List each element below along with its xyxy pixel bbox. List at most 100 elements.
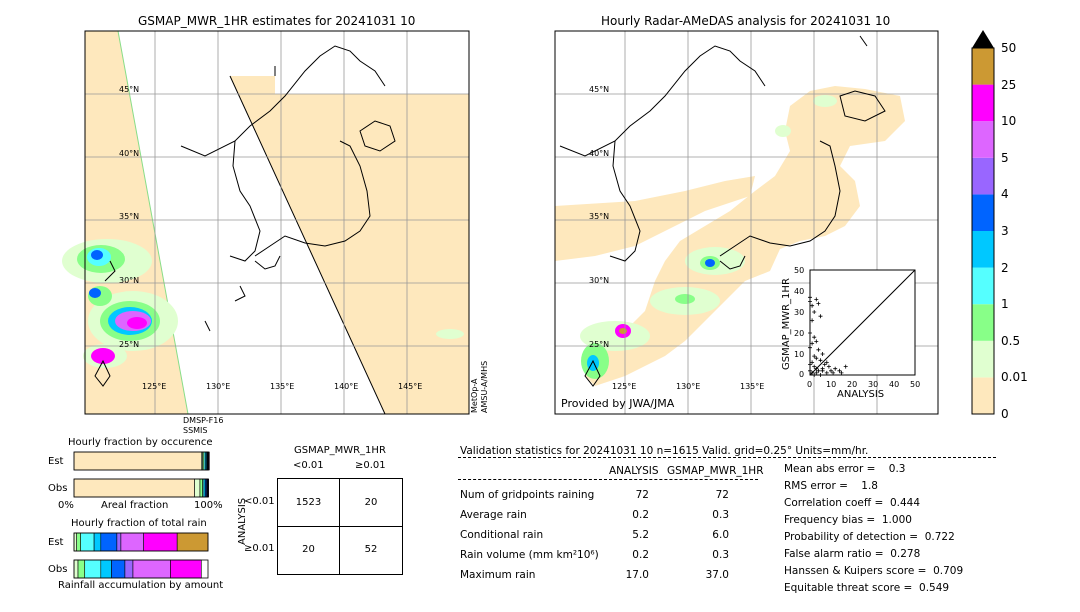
stacked-bar-segment bbox=[143, 532, 178, 552]
score-hk: Hanssen & Kuipers score = 0.709 bbox=[784, 565, 964, 577]
scatter-point bbox=[843, 364, 848, 369]
stats-row-gsmap: 6.0 bbox=[712, 529, 729, 541]
stacked-bar-segment bbox=[176, 532, 209, 552]
stats-row-label: Maximum rain bbox=[460, 569, 536, 581]
stats-header: Validation statistics for 20241031 10 n=… bbox=[460, 445, 869, 457]
left-lat-label-25: 25°N bbox=[119, 340, 140, 349]
colorbar-segment bbox=[972, 231, 994, 268]
scatter-point bbox=[816, 347, 821, 352]
colorbar-tick-label: 25 bbox=[1001, 77, 1017, 92]
stats-row-analysis: 5.2 bbox=[632, 529, 649, 541]
scatter-point bbox=[820, 352, 825, 356]
stats-row-gsmap: 37.0 bbox=[705, 569, 729, 581]
occurrence-bars bbox=[73, 451, 210, 498]
score-pod: Probability of detection = 0.722 bbox=[784, 531, 955, 543]
right-lat-label-35: 35°N bbox=[589, 212, 610, 221]
scatter-point bbox=[812, 364, 817, 369]
scatter-point bbox=[814, 366, 819, 371]
stats-row-label: Rain volume (mm km²10⁶) bbox=[460, 549, 599, 561]
stats-row-label: Num of gridpoints raining bbox=[460, 489, 595, 501]
scatter-ytick-50: 50 bbox=[794, 266, 805, 275]
contingency-row-ge: ≥0.01 bbox=[244, 543, 275, 554]
stacked-bar-segment bbox=[170, 559, 202, 579]
stacked-bar-segment bbox=[124, 559, 134, 579]
scatter-point bbox=[820, 366, 825, 371]
colorbar-segment bbox=[972, 121, 994, 158]
colorbar-tick-label: 0 bbox=[1001, 407, 1009, 421]
total-rain-title: Hourly fraction of total rain bbox=[71, 518, 207, 529]
scatter-point bbox=[829, 368, 833, 373]
stacked-bar-segment bbox=[116, 532, 122, 552]
colorbar-segment bbox=[972, 377, 994, 414]
right-lon-label-135: 135°E bbox=[740, 382, 765, 391]
contingency-cell-00: 1523 bbox=[295, 497, 322, 508]
left-lat-label-30: 30°N bbox=[119, 276, 140, 285]
scatter-point bbox=[816, 368, 821, 373]
scatter-point bbox=[808, 345, 812, 350]
colorbar-tick-label: 50 bbox=[1001, 41, 1017, 55]
stats-divider bbox=[458, 457, 996, 458]
stats-row-gsmap: 72 bbox=[715, 489, 729, 501]
colorbar-segment bbox=[972, 304, 994, 341]
score-frequency-bias: Frequency bias = 1.000 bbox=[784, 514, 912, 526]
left-lat-label-45: 45°N bbox=[119, 85, 140, 94]
contingency-cell-11: 52 bbox=[364, 544, 378, 555]
contingency-grid: 1523 20 20 52 bbox=[277, 478, 403, 575]
scatter-ytick-20: 20 bbox=[794, 329, 805, 338]
colorbar-segment bbox=[972, 48, 994, 85]
stacked-bar-segment bbox=[73, 478, 195, 498]
scatter-plot bbox=[808, 269, 916, 377]
stats-row-analysis: 17.0 bbox=[625, 569, 649, 581]
scatter-ylabel: GSMAP_MWR_1HR bbox=[781, 278, 792, 370]
scatter-point bbox=[810, 341, 815, 346]
left-lon-label-140: 140°E bbox=[334, 382, 359, 391]
stacked-bar-segment bbox=[100, 532, 118, 552]
right-map-title: Hourly Radar-AMeDAS analysis for 2024103… bbox=[601, 14, 891, 28]
occurrence-cat-obs: Obs bbox=[48, 483, 68, 494]
scatter-xtick-50: 50 bbox=[910, 380, 921, 389]
score-correlation: Correlation coeff = 0.444 bbox=[784, 497, 920, 509]
scatter-point bbox=[826, 364, 831, 369]
left-sensor-right: MetOp-A AMSU-A/MHS bbox=[470, 360, 489, 413]
stacked-bar-segment bbox=[194, 478, 201, 498]
stacked-bar-segment bbox=[80, 532, 95, 552]
colorbar-tick-label: 0.5 bbox=[1001, 333, 1021, 348]
scatter-point bbox=[824, 360, 829, 365]
scatter-xtick-40: 40 bbox=[889, 380, 900, 389]
scatter-point bbox=[814, 356, 819, 361]
stacked-bar-segment bbox=[93, 532, 102, 552]
occurrence-cat-est: Est bbox=[48, 456, 64, 467]
left-sensor-bottom: DMSP-F16 SSMIS bbox=[183, 416, 224, 435]
contingency-title: GSMAP_MWR_1HR bbox=[294, 445, 386, 456]
scatter-point bbox=[814, 370, 819, 375]
scatter-point bbox=[818, 314, 823, 319]
colorbar-tick-label: 3 bbox=[1001, 224, 1009, 238]
score-ets: Equitable threat score = 0.549 bbox=[784, 582, 950, 594]
scatter-point bbox=[818, 373, 823, 377]
right-lat-label-45: 45°N bbox=[589, 85, 610, 94]
stacked-bar-segment bbox=[77, 559, 86, 579]
stacked-bar-segment bbox=[73, 532, 77, 552]
scatter-point bbox=[824, 370, 829, 375]
colorbar-over-arrow bbox=[972, 30, 994, 48]
scatter-point bbox=[810, 303, 815, 308]
stats-row-label: Conditional rain bbox=[460, 529, 544, 541]
scatter-point bbox=[816, 301, 821, 306]
scatter-xtick-10: 10 bbox=[826, 380, 837, 389]
stats-col-analysis: ANALYSIS bbox=[609, 465, 659, 477]
scatter-point bbox=[810, 318, 815, 323]
colorbar-segment bbox=[972, 84, 994, 122]
scatter-point bbox=[810, 360, 815, 365]
right-map-credit: Provided by JWA/JMA bbox=[561, 397, 675, 410]
scatter-point bbox=[808, 299, 812, 304]
stats-row-analysis: 0.2 bbox=[632, 509, 649, 521]
right-lon-label-130: 130°E bbox=[676, 382, 701, 391]
left-lat-label-40: 40°N bbox=[119, 149, 140, 158]
score-far: False alarm ratio = 0.278 bbox=[784, 548, 921, 560]
colorbar-tick-label: 2 bbox=[1001, 260, 1009, 275]
right-lat-label-30: 30°N bbox=[589, 276, 610, 285]
left-lon-label-135: 135°E bbox=[270, 382, 295, 391]
stats-col-divider bbox=[458, 479, 758, 480]
scatter-point bbox=[808, 368, 812, 373]
occurrence-xlabel: Areal fraction bbox=[101, 500, 169, 511]
